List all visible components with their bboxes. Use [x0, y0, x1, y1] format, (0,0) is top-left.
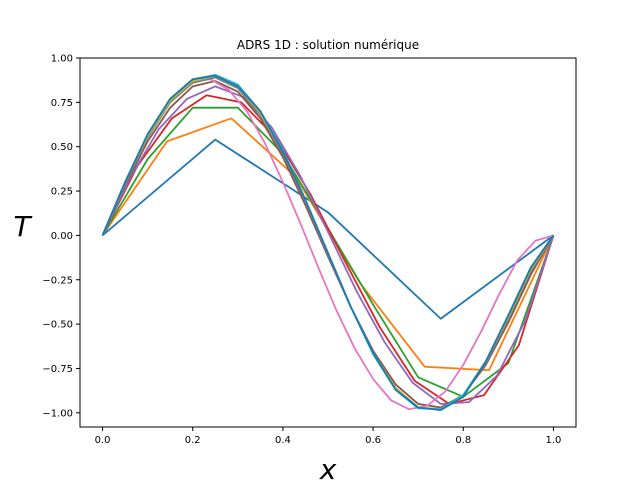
series-line-1	[101, 138, 554, 320]
y-tick-label: −1.00	[42, 408, 73, 419]
y-tick-label: −0.75	[42, 364, 73, 375]
x-tick-label: 0.4	[275, 435, 291, 446]
y-tick-label: 0.50	[51, 142, 73, 153]
y-tick-label: 1.00	[51, 54, 73, 65]
plot-area-frame	[79, 57, 577, 428]
series-line-5	[101, 85, 555, 405]
series-line-4	[101, 94, 555, 405]
x-tick-label: 0.6	[365, 435, 381, 446]
x-axis-label: x	[319, 453, 337, 480]
axis-ticks: 0.0 0.2 0.4 0.6 0.8 1.0 1.00 0.75 0.50 0.25 0.00 −0…	[42, 54, 561, 447]
x-tick-label: 1.0	[546, 435, 562, 446]
y-tick-label: 0.25	[51, 187, 73, 198]
x-tick-label: 0.8	[455, 435, 471, 446]
series-lines	[101, 73, 555, 412]
y-tick-label: −0.25	[42, 275, 73, 286]
series-line-11	[101, 74, 555, 412]
chart-title: ADRS 1D : solution numérique	[237, 38, 419, 52]
y-tick-label: 0.75	[51, 98, 73, 109]
y-axis-label: T	[13, 210, 32, 243]
y-tick-label: −0.50	[42, 320, 73, 331]
x-tick-label: 0.0	[95, 435, 111, 446]
y-tick-label: 0.00	[51, 231, 73, 242]
x-tick-label: 0.2	[185, 435, 201, 446]
